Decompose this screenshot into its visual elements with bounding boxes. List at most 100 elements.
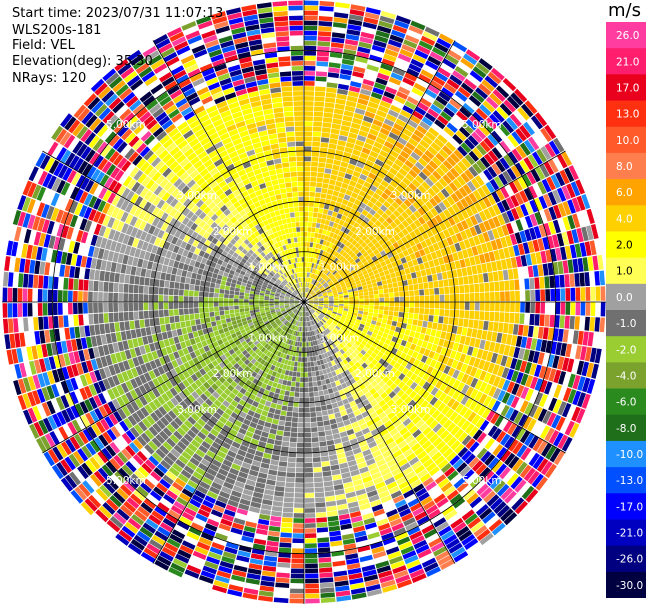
velocity-cell [292,407,299,413]
velocity-cell [257,518,270,526]
velocity-cell [353,324,359,329]
velocity-cell [334,103,345,110]
velocity-cell [281,405,288,411]
velocity-cell [479,467,491,479]
velocity-cell [305,262,308,267]
velocity-cell [288,345,293,351]
velocity-cell [304,146,312,152]
velocity-cell [565,288,571,301]
velocity-cell [582,331,589,346]
velocity-cell [510,476,523,490]
velocity-cell [556,233,565,247]
velocity-cell [385,274,391,280]
velocity-cell [376,485,388,494]
velocity-cell [472,111,485,124]
velocity-cell [429,419,439,430]
velocity-cell [551,414,562,429]
velocity-cell [527,350,535,363]
velocity-cell [437,67,451,78]
velocity-cell [330,284,335,289]
velocity-cell [350,469,360,477]
velocity-cell [318,208,324,214]
velocity-cell [430,251,438,260]
velocity-cell [347,274,353,279]
velocity-cell [313,305,318,308]
velocity-cell [304,106,314,111]
velocity-cell [304,347,307,352]
velocity-cell [423,500,436,511]
velocity-cell [364,391,372,399]
velocity-cell [325,434,334,441]
velocity-cell [357,352,364,359]
velocity-cell [597,254,604,270]
velocity-cell [452,458,464,470]
velocity-cell [482,470,495,483]
velocity-cell [341,156,350,163]
velocity-cell [332,321,338,326]
velocity-cell [437,478,450,489]
velocity-cell [332,289,337,293]
velocity-cell [277,399,284,405]
velocity-cell [444,53,459,65]
velocity-cell [579,242,587,257]
velocity-cell [398,251,405,259]
velocity-cell [359,298,364,302]
velocity-cell [383,188,392,197]
velocity-cell [437,354,445,363]
velocity-cell [353,426,362,433]
velocity-cell [396,410,405,419]
velocity-cell [378,399,387,408]
velocity-cell [456,110,468,122]
velocity-cell [300,367,304,372]
velocity-cell [338,367,345,374]
velocity-cell [94,324,101,335]
velocity-cell [488,341,496,352]
velocity-cell [327,319,333,324]
velocity-cell [481,120,494,133]
velocity-cell [341,199,349,206]
velocity-cell [472,429,483,441]
velocity-cell [492,89,506,102]
velocity-cell [343,543,357,550]
velocity-cell [320,374,325,381]
velocity-cell [559,169,570,185]
velocity-cell [417,387,426,397]
velocity-cell [335,590,351,597]
velocity-cell [317,254,322,260]
velocity-cell [487,362,496,374]
velocity-cell [327,189,334,195]
velocity-cell [345,142,355,149]
velocity-cell [338,135,348,142]
velocity-cell [307,237,311,242]
velocity-cell [455,130,467,142]
velocity-cell [312,126,322,132]
velocity-cell [515,219,524,232]
velocity-cell [314,101,325,107]
velocity-cell [314,401,321,407]
velocity-cell [540,146,552,161]
velocity-cell [440,347,448,356]
velocity-cell [342,477,353,484]
velocity-cell [318,370,324,376]
velocity-cell [316,264,321,270]
velocity-cell [461,509,475,521]
velocity-cell [566,230,575,245]
velocity-cell [398,311,404,318]
velocity-cell [440,331,447,340]
velocity-cell [499,312,505,323]
velocity-cell [381,58,395,67]
velocity-cell [506,394,516,407]
velocity-cell [438,392,448,402]
velocity-cell [541,442,553,457]
velocity-cell [418,73,432,84]
velocity-cell [316,411,323,417]
velocity-cell [332,278,338,283]
velocity-cell [327,292,333,296]
velocity-cell [531,473,544,488]
velocity-cell [355,535,368,543]
velocity-cell [314,248,318,254]
velocity-cell [319,320,324,326]
velocity-cell [279,389,286,396]
velocity-cell [304,292,306,298]
velocity-cell [475,175,485,187]
